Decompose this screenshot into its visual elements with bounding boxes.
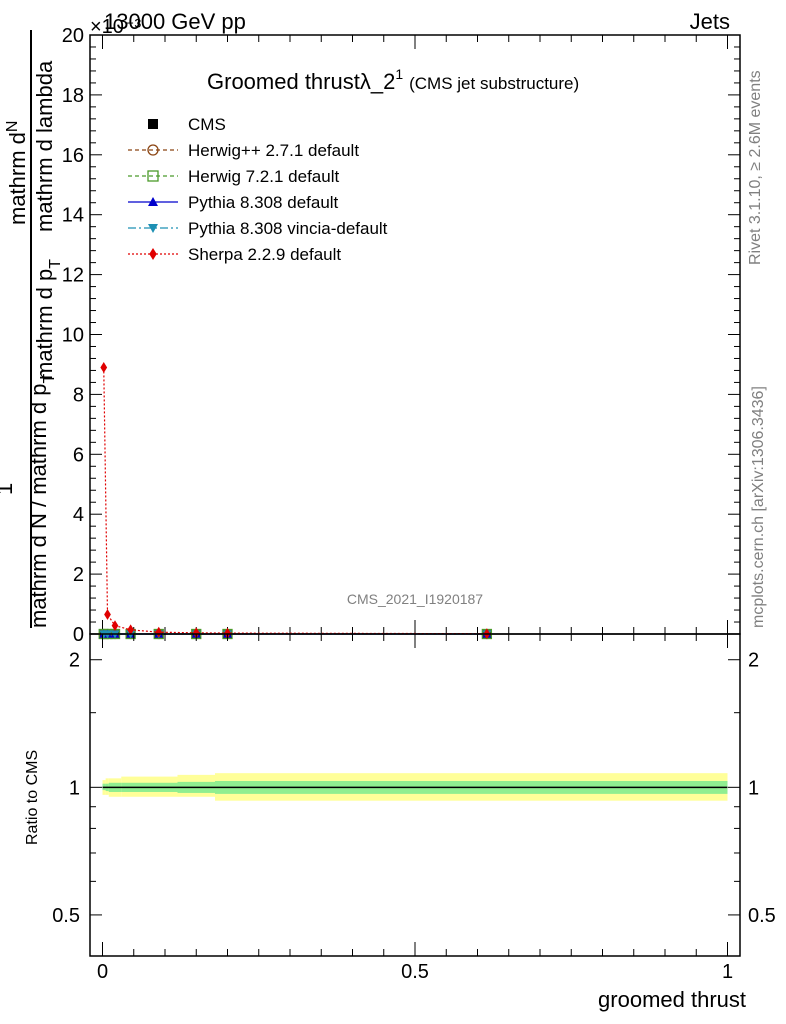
ratio-ytick-label-right: 2: [748, 650, 759, 672]
svg-text:mathrm d lambda: mathrm d lambda: [32, 60, 57, 232]
svg-text:mathrm d N / mathrm d pT: mathrm d N / mathrm d pT: [26, 373, 58, 628]
main-ytick-label: 6: [73, 444, 84, 466]
ratio-ytick-label: 0.5: [52, 905, 80, 927]
legend-marker: [148, 224, 158, 233]
main-ytick-label: 16: [62, 145, 84, 167]
main-ytick-label: 8: [73, 384, 84, 406]
header-energy: 13000 GeV pp: [104, 9, 246, 34]
xtick-label: 1: [722, 961, 733, 983]
ratio-ytick-label-right: 1: [748, 777, 759, 799]
legend: CMS Herwig++ 2.7.1 default Herwig 7.2.1 de…: [128, 115, 388, 264]
main-ytick-label: 18: [62, 85, 84, 107]
legend-marker: [148, 197, 158, 206]
main-ylabel: mathrm dN mathrm d pT mathrm d lambda 1 …: [0, 30, 64, 628]
legend-label: Sherpa 2.2.9 default: [188, 245, 341, 264]
header-jets: Jets: [690, 9, 730, 34]
legend-marker: [147, 170, 159, 182]
x-axis-label: groomed thrust: [598, 987, 746, 1012]
data-point: [192, 627, 200, 639]
svg-text:1: 1: [0, 483, 17, 495]
ratio-ylabel: Ratio to CMS: [24, 750, 41, 845]
legend-label: Herwig 7.2.1 default: [188, 167, 339, 186]
legend-marker: [149, 248, 157, 260]
xtick-label: 0: [97, 961, 108, 983]
legend-label: CMS: [188, 115, 226, 134]
main-ytick-label: 12: [62, 265, 84, 287]
legend-label: Pythia 8.308 default: [188, 193, 339, 212]
data-point: [100, 362, 108, 373]
data-point: [104, 609, 111, 620]
legend-label: Pythia 8.308 vincia-default: [188, 219, 388, 238]
data-point: [127, 624, 134, 636]
legend-marker: [147, 144, 159, 156]
main-ytick-label: 4: [73, 504, 84, 526]
data-point: [111, 620, 119, 632]
main-ytick-label: 14: [62, 205, 84, 227]
ratio-y-axis: 0.5 0.5 1 1 2 2: [52, 650, 776, 927]
plot-title: Groomed thrustλ_21 (CMS jet substructure): [207, 66, 579, 94]
ratio-ytick-label: 2: [69, 650, 80, 672]
main-ytick-label: 2: [73, 564, 84, 586]
ratio-ytick-label: 1: [69, 777, 80, 799]
xtick-label: 0.5: [401, 961, 429, 983]
header-exponent: ×10⁻³: [90, 16, 141, 38]
legend-label: Herwig++ 2.7.1 default: [188, 141, 359, 160]
ratio-x-axis: 0 0.5 1: [97, 634, 733, 983]
legend-marker: [148, 119, 158, 129]
svg-text:mathrm d pT: mathrm d pT: [32, 259, 64, 380]
main-x-axis: [102, 35, 728, 634]
main-ytick-label: 20: [62, 25, 84, 47]
data-point: [224, 627, 231, 639]
rivet-label: Rivet 3.1.10, ≥ 2.6M events: [747, 70, 764, 265]
main-ytick-label: 10: [62, 325, 84, 347]
main-ytick-label: 0: [73, 624, 84, 646]
analysis-watermark: CMS_2021_I1920187: [347, 591, 483, 607]
svg-text:mathrm dN: mathrm dN: [4, 121, 30, 225]
main-y-axis: 0 2 4 6 8 10 12 14 16 18 20: [62, 25, 740, 646]
mcplots-label: mcplots.cern.ch [arXiv:1306.3436]: [750, 386, 767, 628]
data-point: [155, 626, 163, 638]
ratio-ytick-label-right: 0.5: [748, 905, 776, 927]
